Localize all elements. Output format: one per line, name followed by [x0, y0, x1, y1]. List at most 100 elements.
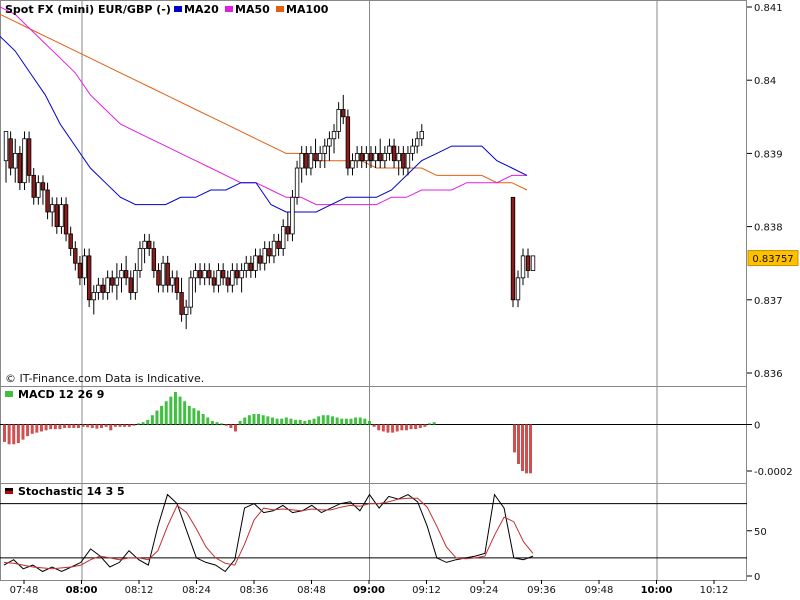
macd-bar: [160, 405, 164, 425]
candle: [197, 263, 203, 286]
candle-body: [183, 306, 189, 315]
legend: Spot FX (mini) EUR/GBP (-) MA20 MA50 MA1…: [5, 3, 329, 16]
macd-bar: [303, 421, 307, 425]
candle-body: [220, 270, 226, 279]
candle-body: [59, 204, 64, 227]
candle: [290, 190, 295, 242]
candle: [225, 270, 230, 293]
macd-bar: [86, 424, 90, 428]
candle-body: [156, 270, 161, 286]
macd-bar: [146, 419, 150, 425]
macd-bar: [317, 416, 321, 425]
candle-body: [373, 152, 378, 162]
macd-bar: [307, 419, 311, 425]
candle-body: [276, 240, 281, 249]
macd-bar: [21, 424, 25, 440]
macd-bar: [331, 416, 335, 425]
candle: [401, 146, 406, 176]
candle: [368, 146, 374, 169]
candle: [387, 138, 392, 161]
disclaimer: © IT-Finance.com Data is Indicative.: [5, 372, 204, 385]
candle-body: [419, 131, 424, 140]
macd-bar: [340, 418, 344, 425]
candle-body: [119, 270, 124, 279]
candle: [220, 263, 226, 286]
candle: [350, 153, 355, 176]
candle-body: [63, 204, 69, 235]
candle-body: [170, 277, 175, 286]
candle-body: [359, 152, 364, 162]
macd-bar: [113, 424, 117, 427]
candle: [322, 138, 327, 169]
macd-bar: [104, 424, 108, 427]
macd-bar: [525, 424, 528, 474]
candle: [59, 197, 64, 234]
candle-body: [234, 270, 240, 279]
candle-body: [267, 248, 272, 257]
macd-bar: [298, 419, 302, 425]
macd-bar: [243, 417, 247, 425]
candle-body: [133, 270, 138, 293]
last-price-label: 0.83757: [752, 254, 793, 265]
price-axis: 0.841 0.84 0.839 0.838 0.837 0.836: [747, 3, 783, 380]
candle: [193, 263, 198, 293]
candle: [248, 255, 254, 278]
candle-body: [50, 204, 55, 213]
legend-ma100-swatch: [276, 6, 284, 12]
legend-ma100: MA100: [286, 3, 329, 16]
candle: [211, 270, 217, 293]
candle-body: [331, 131, 337, 140]
candle: [267, 241, 272, 264]
candle: [299, 146, 304, 183]
candle-body: [96, 284, 101, 293]
candle-body: [391, 145, 397, 162]
macd-bar: [206, 417, 210, 425]
candle: [354, 146, 360, 169]
candle-body: [327, 138, 332, 147]
candle: [364, 146, 369, 169]
macd-bar: [294, 419, 298, 425]
macd-panel: MACD 12 26 9 0 -0.0002: [0, 388, 793, 478]
candle: [230, 263, 235, 293]
macd-bar: [39, 424, 43, 432]
price-tick-label: 0.837: [754, 296, 783, 307]
macd-bar: [150, 415, 154, 425]
candlestick-series: [3, 94, 536, 330]
candle-body: [13, 152, 18, 169]
candle: [405, 146, 411, 176]
macd-bar: [289, 418, 293, 425]
candle: [156, 263, 161, 293]
macd-bar: [136, 423, 140, 425]
macd-bar: [270, 417, 274, 425]
candle-body: [308, 152, 314, 169]
candle: [313, 138, 318, 169]
macd-bar: [53, 424, 57, 430]
candle: [105, 270, 110, 300]
candle-body: [248, 262, 254, 271]
candle: [188, 270, 193, 315]
macd-bar: [238, 421, 242, 425]
macd-bar: [280, 418, 284, 425]
macd-bar: [72, 424, 76, 428]
candle-body: [211, 277, 217, 286]
candle: [396, 146, 401, 176]
candle-body: [239, 270, 244, 279]
candle-body: [137, 248, 143, 271]
candle-body: [350, 160, 355, 169]
time-tick-label: 10:00: [641, 585, 673, 596]
candle-body: [354, 152, 360, 162]
macd-label: MACD 12 26 9: [18, 388, 104, 401]
candle: [280, 219, 286, 256]
macd-bar: [229, 424, 233, 428]
candle: [77, 255, 83, 286]
candle: [336, 102, 341, 139]
candle-body: [271, 240, 277, 257]
candle-body: [382, 152, 388, 162]
candle: [170, 270, 175, 293]
macd-bar: [377, 424, 381, 431]
candle-body: [128, 277, 133, 293]
candle-body: [410, 145, 415, 154]
stoch-d-line: [3, 497, 534, 570]
stoch-swatch-d: [5, 491, 13, 494]
stochastic-levels: [0, 503, 747, 559]
